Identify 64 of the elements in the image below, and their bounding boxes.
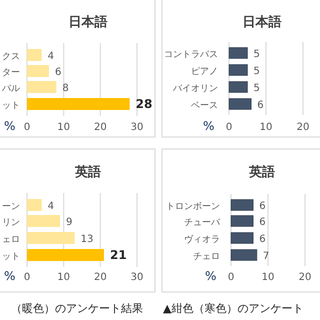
x-tick-label: 20 xyxy=(94,122,107,133)
y-tick-label: チューバ xyxy=(184,218,221,228)
bar xyxy=(27,81,56,93)
bar xyxy=(27,98,130,110)
y-tick-label: ット xyxy=(2,101,20,111)
data-label: 28 xyxy=(136,97,152,111)
x-tick-label: 0 xyxy=(226,122,232,133)
bar xyxy=(27,49,42,61)
x-axis-title: % xyxy=(4,119,16,133)
chart-title: 英語 xyxy=(248,164,275,180)
text: ▲紺色（寒色）のアンケート xyxy=(163,302,304,315)
x-tick-label: 20 xyxy=(298,272,312,283)
y-tick-label: ヴィオラ xyxy=(184,234,220,245)
data-label: 4 xyxy=(48,201,54,212)
x-tick-label: 20 xyxy=(94,272,107,283)
x-axis-title: % xyxy=(205,269,216,283)
chart-title: 日本語 xyxy=(68,14,108,30)
data-label: 5 xyxy=(254,66,260,77)
y-tick-label: ベース xyxy=(191,101,218,111)
y-tick-label: ェロ xyxy=(2,235,20,245)
y-tick-label: バル xyxy=(1,84,20,94)
data-label: 9 xyxy=(66,217,72,228)
y-tick-label: ピアノ xyxy=(191,66,218,77)
data-label: 4 xyxy=(48,51,54,62)
data-label: 13 xyxy=(80,234,94,245)
data-label: 5 xyxy=(254,83,260,94)
x-tick-label: 10 xyxy=(262,272,274,283)
x-axis-title: % xyxy=(203,119,214,133)
data-label: 6 xyxy=(259,234,266,245)
data-label: 6 xyxy=(55,67,62,78)
y-tick-label: リン xyxy=(2,218,20,228)
x-tick-label: 10 xyxy=(57,122,70,133)
data-label: 6 xyxy=(259,201,266,212)
x-tick-label: 0 xyxy=(228,272,234,283)
bar xyxy=(27,199,42,211)
bar xyxy=(27,232,75,244)
x-tick-label: 20 xyxy=(296,122,310,133)
chart-title: 英語 xyxy=(74,164,101,180)
bar xyxy=(27,215,60,227)
x-tick-label: 0 xyxy=(24,122,30,133)
data-label: 5 xyxy=(254,49,260,60)
data-label: 7 xyxy=(262,251,270,262)
text: （暖色）のアンケート結果 xyxy=(11,302,143,315)
y-tick-label: ター xyxy=(2,68,20,78)
y-tick-label: バイオリン xyxy=(172,84,218,94)
x-axis-title: % xyxy=(4,269,16,283)
bar xyxy=(27,65,49,77)
x-tick-label: 10 xyxy=(57,272,70,283)
y-tick-label: トロンボーン xyxy=(166,201,220,212)
chart-title: 日本語 xyxy=(242,14,282,30)
y-tick-label: コントラバス xyxy=(164,50,218,60)
y-tick-label: チェロ xyxy=(193,252,220,262)
x-tick-label: 30 xyxy=(130,272,144,283)
data-label: 6 xyxy=(257,100,264,111)
x-tick-label: 0 xyxy=(24,272,30,283)
x-tick-label: 10 xyxy=(260,122,272,133)
y-tick-label: クス xyxy=(2,52,20,62)
data-label: 8 xyxy=(62,83,69,94)
y-tick-label: ット xyxy=(2,252,20,262)
y-tick-label: ーン xyxy=(2,202,20,212)
x-tick-label: 30 xyxy=(130,122,144,133)
data-label: 21 xyxy=(110,248,127,262)
bar xyxy=(27,249,104,261)
data-label: 6 xyxy=(259,217,266,228)
